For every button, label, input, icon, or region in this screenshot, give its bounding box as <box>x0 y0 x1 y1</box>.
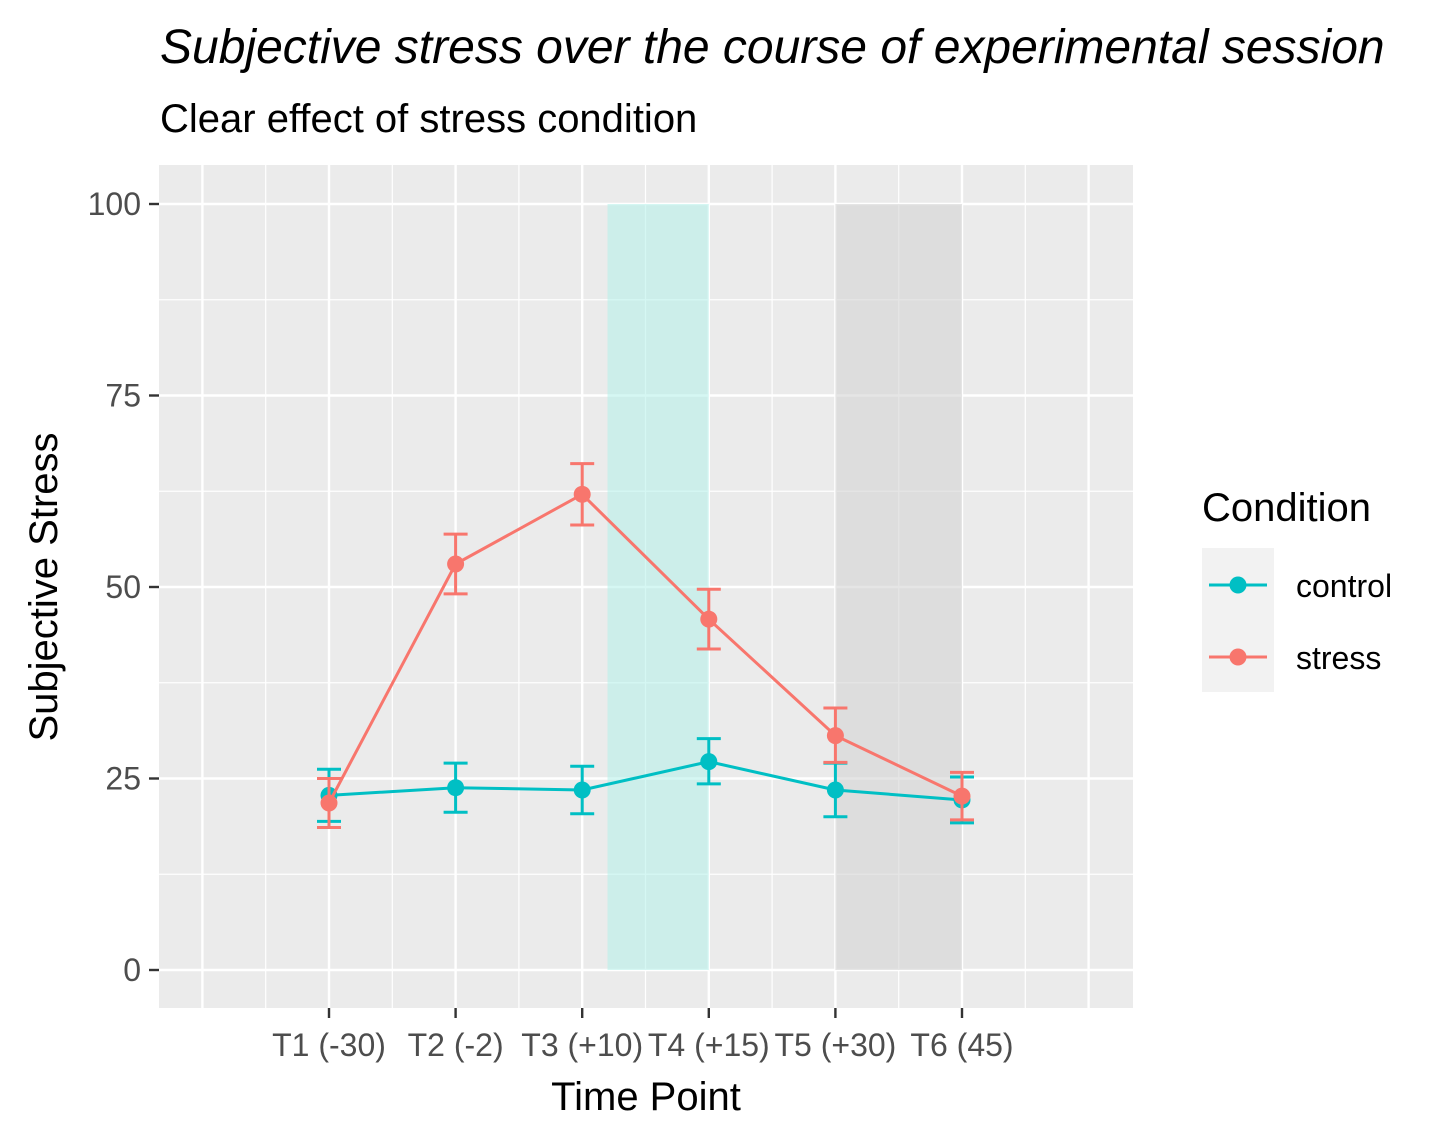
y-axis: 0 25 50 75 100 <box>88 186 159 988</box>
legend-key-point <box>1229 576 1247 594</box>
y-tick-label: 75 <box>105 378 141 414</box>
legend-items: control stress <box>1209 568 1392 676</box>
chart-subtitle: Clear effect of stress condition <box>160 97 697 141</box>
legend-label: stress <box>1296 640 1381 676</box>
data-point <box>447 779 465 797</box>
x-tick-label: T1 (-30) <box>272 1027 386 1063</box>
y-tick-label: 100 <box>88 186 141 222</box>
series-line-stress <box>327 492 963 804</box>
x-tick-label: T2 (-2) <box>408 1027 504 1063</box>
data-point <box>447 555 465 573</box>
data-point <box>953 787 971 805</box>
chart-title: Subjective stress over the course of exp… <box>160 21 1385 74</box>
y-axis-title: Subjective Stress <box>22 432 66 741</box>
legend-item-control: control <box>1209 568 1392 604</box>
x-tick-label: T4 (+15) <box>648 1027 770 1063</box>
legend-key-point <box>1229 648 1247 666</box>
shaded-region <box>835 204 962 970</box>
data-point <box>700 610 718 628</box>
shaded-regions <box>607 204 962 970</box>
y-tick-label: 25 <box>105 761 141 797</box>
x-tick-label: T6 (45) <box>910 1027 1013 1063</box>
x-axis: T1 (-30) T2 (-2) T3 (+10) T4 (+15) T5 (+30) T… <box>272 1008 1014 1063</box>
data-point <box>320 794 338 812</box>
data-point <box>573 485 591 503</box>
data-point <box>700 753 718 771</box>
x-axis-title: Time Point <box>551 1075 741 1119</box>
data-point <box>826 727 844 745</box>
shaded-region <box>607 204 709 970</box>
data-point <box>573 781 591 799</box>
series-layer <box>317 462 974 830</box>
x-tick-label: T5 (+30) <box>774 1027 896 1063</box>
y-tick-label: 50 <box>105 569 141 605</box>
legend-item-stress: stress <box>1209 640 1381 676</box>
legend: Condition control stress <box>1202 486 1392 692</box>
x-tick-label: T3 (+10) <box>521 1027 643 1063</box>
series-line-control <box>328 760 963 802</box>
legend-title: Condition <box>1202 486 1371 530</box>
legend-key-background <box>1202 548 1274 692</box>
data-point <box>826 781 844 799</box>
plot-panel <box>159 165 1133 1008</box>
legend-label: control <box>1296 568 1392 604</box>
y-tick-label: 0 <box>123 952 141 988</box>
series-stress <box>317 462 974 830</box>
